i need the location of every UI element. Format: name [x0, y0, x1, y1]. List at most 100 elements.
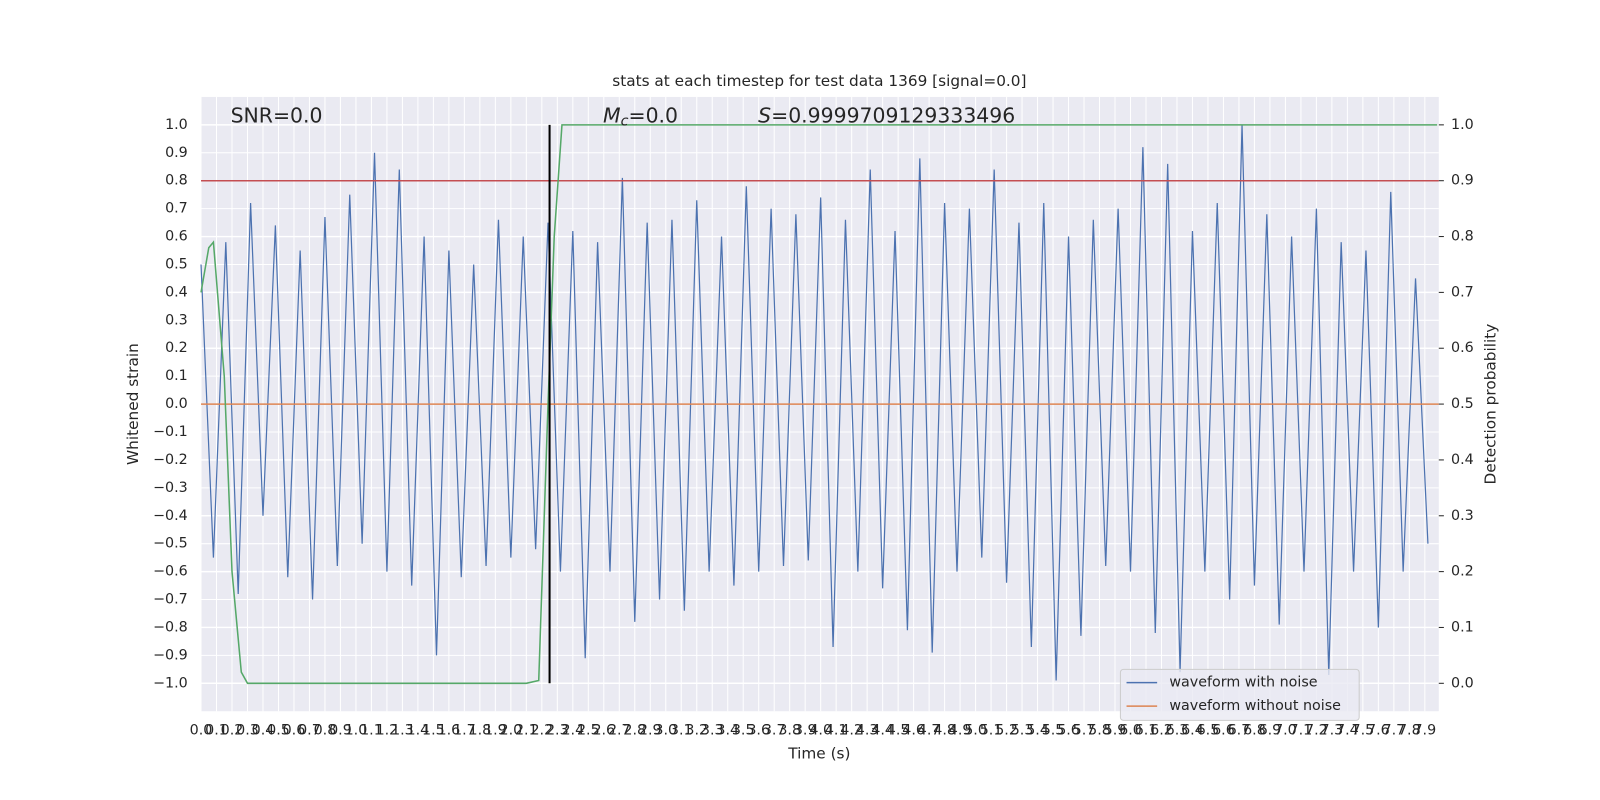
y-tick-label: −0.3 [153, 480, 188, 496]
y-tick-label: 0.9 [165, 145, 188, 161]
x-tick-label: 1.5 [422, 723, 445, 739]
x-tick-label: 0.7 [298, 723, 321, 739]
x-tick-label: 0.8 [314, 723, 337, 739]
x-tick-label: 0.5 [267, 723, 290, 739]
x-tick-label: 5.0 [964, 723, 987, 739]
snr-annotation: SNR=0.0 [231, 103, 323, 127]
x-tick-label: 6.6 [1212, 723, 1235, 739]
x-tick-label: 0.6 [283, 723, 306, 739]
x-tick-label: 7.2 [1305, 723, 1328, 739]
chart-title: stats at each timestep for test data 136… [612, 72, 1026, 90]
y-tick-label: 0.2 [165, 340, 188, 356]
x-tick-label: 1.0 [345, 723, 368, 739]
x-tick-label: 2.1 [515, 723, 538, 739]
x-tick-label: 3.8 [778, 723, 801, 739]
x-tick-label: 1.3 [391, 723, 414, 739]
y2-tick-label: 1.0 [1451, 117, 1474, 133]
x-tick-label: 4.7 [918, 723, 941, 739]
legend: waveform with noise waveform without nois… [1119, 668, 1360, 721]
x-tick-label: 1.2 [376, 723, 399, 739]
x-tick-label: 0.9 [329, 723, 352, 739]
x-tick-label: 5.6 [1057, 723, 1080, 739]
x-tick-label: 1.9 [484, 723, 507, 739]
x-tick-label: 4.0 [809, 723, 832, 739]
x-tick-label: 3.9 [794, 723, 817, 739]
y2-tick-label: 0.1 [1451, 619, 1474, 635]
y-tick-label: 0.6 [165, 229, 188, 245]
x-tick-label: 3.5 [732, 723, 755, 739]
x-tick-label: 7.1 [1290, 723, 1313, 739]
y-axis-label: Whitened strain [124, 343, 142, 465]
y2-tick-label: 0.7 [1451, 284, 1474, 300]
x-tick-label: 2.3 [546, 723, 569, 739]
x-tick-label: 1.6 [438, 723, 461, 739]
x-tick-label: 1.7 [453, 723, 476, 739]
x-tick-label: 4.1 [825, 723, 848, 739]
y-tick-label: 0.1 [165, 368, 188, 384]
y-tick-label: −0.8 [153, 619, 188, 635]
x-tick-label: 3.7 [763, 723, 786, 739]
x-tick-label: 3.0 [654, 723, 677, 739]
x-tick-label: 3.4 [716, 723, 739, 739]
x-tick-label: 5.7 [1073, 723, 1096, 739]
y2-tick-label: 0.2 [1451, 564, 1474, 580]
x-tick-label: 2.9 [639, 723, 662, 739]
x-tick-label: 4.6 [902, 723, 925, 739]
x-tick-label: 0.3 [236, 723, 259, 739]
y-tick-label: −0.4 [153, 508, 188, 524]
x-tick-label: 3.2 [685, 723, 708, 739]
x-tick-label: 0.4 [252, 723, 275, 739]
legend-label: waveform without noise [1169, 698, 1341, 714]
probability-line [200, 124, 1438, 685]
y2-tick-label: 0.0 [1451, 675, 1474, 691]
y-tick-label: −0.5 [153, 536, 188, 552]
x-tick-label: 7.9 [1413, 723, 1436, 739]
x-tick-label: 2.4 [561, 723, 584, 739]
y-tick-label: −0.6 [153, 564, 188, 580]
s-text: =0.9999709129333496 [771, 103, 1015, 127]
y-tick-label: 0.0 [165, 396, 188, 412]
y-tick-label: 1.0 [165, 117, 188, 133]
x-tick-label: 6.3 [1166, 723, 1189, 739]
mc-annotation: Mc=0.0 [603, 103, 678, 129]
y-tick-label: −1.0 [153, 675, 188, 691]
x-tick-label: 7.7 [1383, 723, 1406, 739]
x-tick-label: 6.8 [1243, 723, 1266, 739]
x-tick-label: 6.4 [1181, 723, 1204, 739]
x-tick-label: 4.2 [840, 723, 863, 739]
x-tick-label: 3.1 [670, 723, 693, 739]
mc-text: =0.0 [628, 103, 678, 127]
x-tick-label: 7.4 [1336, 723, 1359, 739]
legend-box [1119, 668, 1360, 721]
x-tick-label: 0.0 [190, 723, 213, 739]
x-tick-label: 2.2 [530, 723, 553, 739]
x-tick-label: 4.8 [933, 723, 956, 739]
y2-tick-label: 0.6 [1451, 340, 1474, 356]
s-symbol: S [758, 103, 771, 127]
x-tick-label: 4.9 [949, 723, 972, 739]
series-line [200, 124, 1429, 681]
x-tick-label: 5.8 [1088, 723, 1111, 739]
x-tick-label: 6.7 [1228, 723, 1251, 739]
x-tick-label: 7.5 [1352, 723, 1375, 739]
mc-symbol: M [603, 103, 621, 127]
x-tick-label: 2.5 [577, 723, 600, 739]
x-tick-label: 6.5 [1197, 723, 1220, 739]
x-tick-label: 0.2 [221, 723, 244, 739]
y-tick-label: 0.7 [165, 201, 188, 217]
x-tick-label: 5.1 [980, 723, 1003, 739]
x-tick-label: 3.3 [701, 723, 724, 739]
y-tick-label: 0.3 [165, 312, 188, 328]
s-annotation: S=0.9999709129333496 [758, 103, 1015, 127]
x-tick-label: 6.0 [1119, 723, 1142, 739]
y-tick-label: 0.4 [165, 284, 188, 300]
x-tick-label: 0.1 [205, 723, 228, 739]
y2-tick-label: 0.4 [1451, 452, 1474, 468]
y2-tick-label: 0.9 [1451, 173, 1474, 189]
legend-label: waveform with noise [1169, 675, 1317, 691]
x-tick-label: 2.8 [623, 723, 646, 739]
y-tick-label: −0.2 [153, 452, 188, 468]
x-tick-label: 7.3 [1321, 723, 1344, 739]
x-tick-label: 1.8 [469, 723, 492, 739]
